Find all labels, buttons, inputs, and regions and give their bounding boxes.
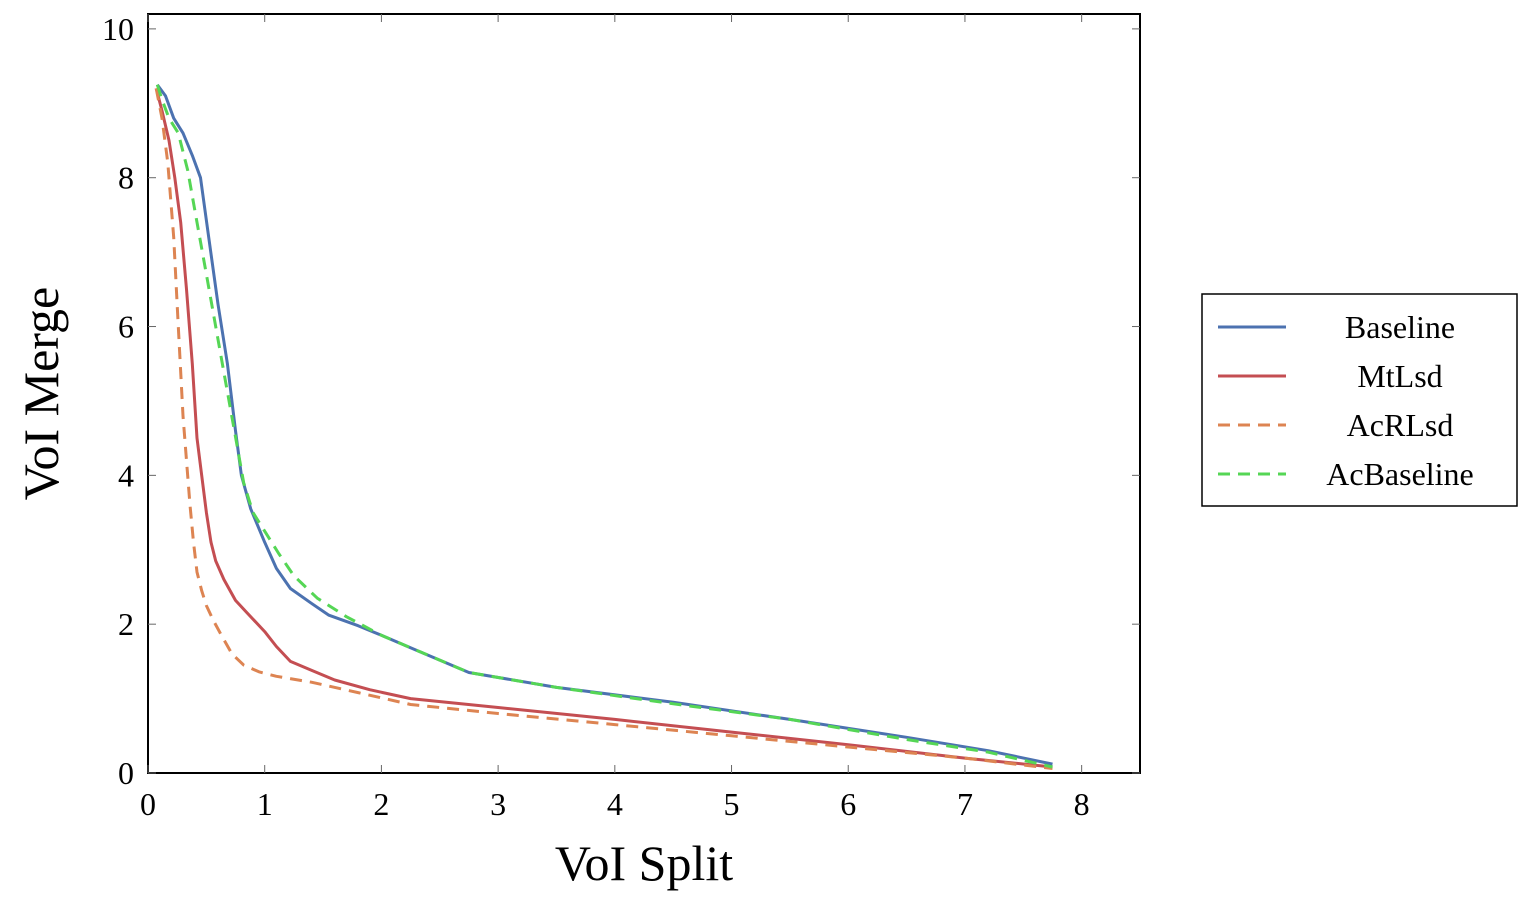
x-tick-label: 1 bbox=[257, 786, 273, 822]
legend-items: Baseline MtLsd AcRLsd AcBaseline bbox=[1218, 309, 1474, 492]
y-tick-label: 0 bbox=[118, 755, 134, 791]
x-tick-label: 7 bbox=[957, 786, 973, 822]
plot-frame bbox=[147, 13, 1141, 774]
series-line-acrlsd bbox=[154, 88, 1053, 770]
x-tick-label: 2 bbox=[373, 786, 389, 822]
legend-item-mtlsd: MtLsd bbox=[1218, 358, 1443, 394]
legend-label: MtLsd bbox=[1357, 358, 1442, 394]
series-layer bbox=[154, 83, 1053, 770]
legend-item-acbaseline: AcBaseline bbox=[1218, 456, 1474, 492]
y-tick-label: 10 bbox=[102, 11, 134, 47]
legend-label: AcRLsd bbox=[1347, 407, 1454, 443]
legend-item-baseline: Baseline bbox=[1218, 309, 1455, 345]
x-axis-label: VoI Split bbox=[555, 835, 733, 891]
y-tick-label: 4 bbox=[118, 457, 134, 493]
x-tick-label: 0 bbox=[140, 786, 156, 822]
y-tick-label: 2 bbox=[118, 606, 134, 642]
x-tick-label: 4 bbox=[607, 786, 623, 822]
y-axis-label: VoI Merge bbox=[13, 287, 69, 500]
x-tick-label: 6 bbox=[840, 786, 856, 822]
legend-box bbox=[1201, 293, 1518, 507]
legend: Baseline MtLsd AcRLsd AcBaseline bbox=[1201, 293, 1518, 507]
legend-label: Baseline bbox=[1345, 309, 1455, 345]
x-tick-label: 5 bbox=[724, 786, 740, 822]
x-tick-label: 3 bbox=[490, 786, 506, 822]
legend-item-acrlsd: AcRLsd bbox=[1218, 407, 1453, 443]
ticks-layer: 0 1 2 3 4 5 6 7 8 0 2 4 6 8 10 bbox=[102, 11, 1140, 822]
legend-label: AcBaseline bbox=[1326, 456, 1474, 492]
y-tick-label: 8 bbox=[118, 160, 134, 196]
x-tick-label: 8 bbox=[1074, 786, 1090, 822]
series-line-acbaseline bbox=[155, 84, 1053, 769]
y-tick-label: 6 bbox=[118, 309, 134, 345]
series-line-mtlsd bbox=[154, 88, 1053, 769]
